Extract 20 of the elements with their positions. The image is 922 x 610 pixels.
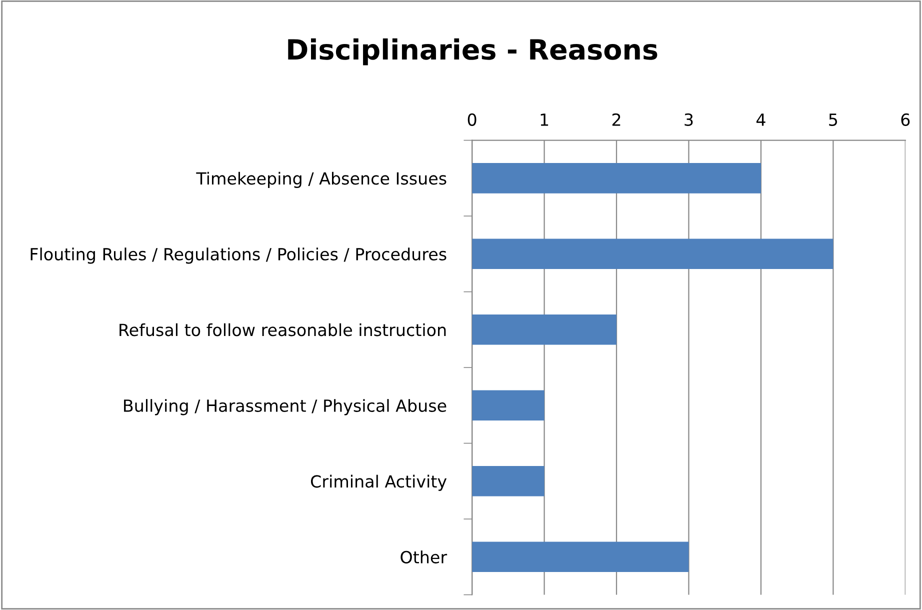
- x-tick-label: 5: [829, 114, 838, 126]
- bar: [472, 390, 544, 421]
- x-tick-label: 0: [468, 113, 476, 126]
- x-tick-label: 1: [540, 114, 548, 126]
- bar: [472, 542, 689, 572]
- x-tick-label: 6: [901, 113, 910, 126]
- bar: [472, 163, 761, 194]
- y-tick-label: Timekeeping / Absence Issues: [196, 172, 446, 188]
- y-tick-label: Bullying / Harassment / Physical Abuse: [124, 399, 446, 416]
- y-tick-label: Flouting Rules / Regulations / Policies / Procedures: [30, 248, 446, 264]
- chart-title: Disciplinaries - Reasons: [288, 38, 658, 66]
- y-tick-label: Refusal to follow reasonable instruction: [120, 323, 446, 336]
- x-tick-label: 3: [684, 113, 693, 126]
- bar: [472, 314, 617, 345]
- y-tick-label: Other: [400, 550, 448, 564]
- bar: [472, 466, 544, 496]
- bar: [472, 238, 834, 270]
- y-tick-label: Criminal Activity: [310, 474, 447, 491]
- x-tick-label: 4: [756, 114, 766, 126]
- x-tick-label: 2: [612, 113, 620, 126]
